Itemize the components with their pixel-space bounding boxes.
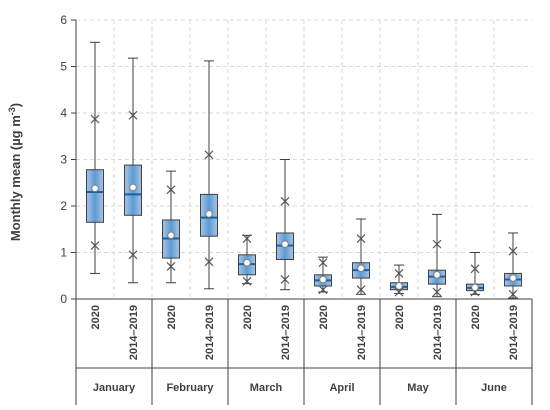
mean-marker <box>358 265 365 272</box>
y-axis-label-superscript: -3 <box>7 107 17 115</box>
y-axis-label: Monthly mean (µg m-3) <box>7 103 23 241</box>
x-tick-label: 2014–2019 <box>508 305 520 360</box>
month-label: January <box>93 382 136 394</box>
x-tick-label: 2014–2019 <box>280 305 292 360</box>
y-tick-label: 1 <box>60 246 67 260</box>
month-label: June <box>481 382 507 394</box>
month-label: February <box>166 382 214 394</box>
x-tick-label: 2020 <box>166 305 178 329</box>
x-tick-label: 2014–2019 <box>128 305 140 360</box>
y-tick-label: 6 <box>60 13 67 27</box>
mean-marker <box>510 275 517 282</box>
y-tick-label: 3 <box>60 153 67 167</box>
mean-marker <box>168 232 175 239</box>
month-label: March <box>250 382 283 394</box>
mean-marker <box>92 185 99 192</box>
mean-marker <box>206 211 213 218</box>
mean-marker <box>282 241 289 248</box>
month-label: April <box>329 382 354 394</box>
y-axis-label-close: ) <box>8 103 23 107</box>
y-tick-label: 4 <box>60 106 67 120</box>
x-tick-label: 2020 <box>318 305 330 329</box>
y-axis-label-main: Monthly mean (µg m <box>8 115 23 241</box>
mean-marker <box>244 259 251 266</box>
x-tick-label: 2020 <box>394 305 406 329</box>
mean-marker <box>396 283 403 290</box>
mean-marker <box>130 184 137 191</box>
x-tick-label: 2014–2019 <box>204 305 216 360</box>
x-tick-label: 2020 <box>90 305 102 329</box>
box-iqr <box>87 170 104 223</box>
y-tick-label: 5 <box>60 60 67 74</box>
x-tick-label: 2020 <box>470 305 482 329</box>
y-tick-label: 0 <box>60 292 67 306</box>
x-tick-label: 2014–2019 <box>356 305 368 360</box>
mean-marker <box>472 284 479 291</box>
mean-marker <box>320 276 327 283</box>
month-label: May <box>407 382 429 394</box>
y-tick-label: 2 <box>60 199 67 213</box>
x-tick-label: 2020 <box>242 305 254 329</box>
mean-marker <box>434 272 441 279</box>
x-tick-label: 2014–2019 <box>432 305 444 360</box>
